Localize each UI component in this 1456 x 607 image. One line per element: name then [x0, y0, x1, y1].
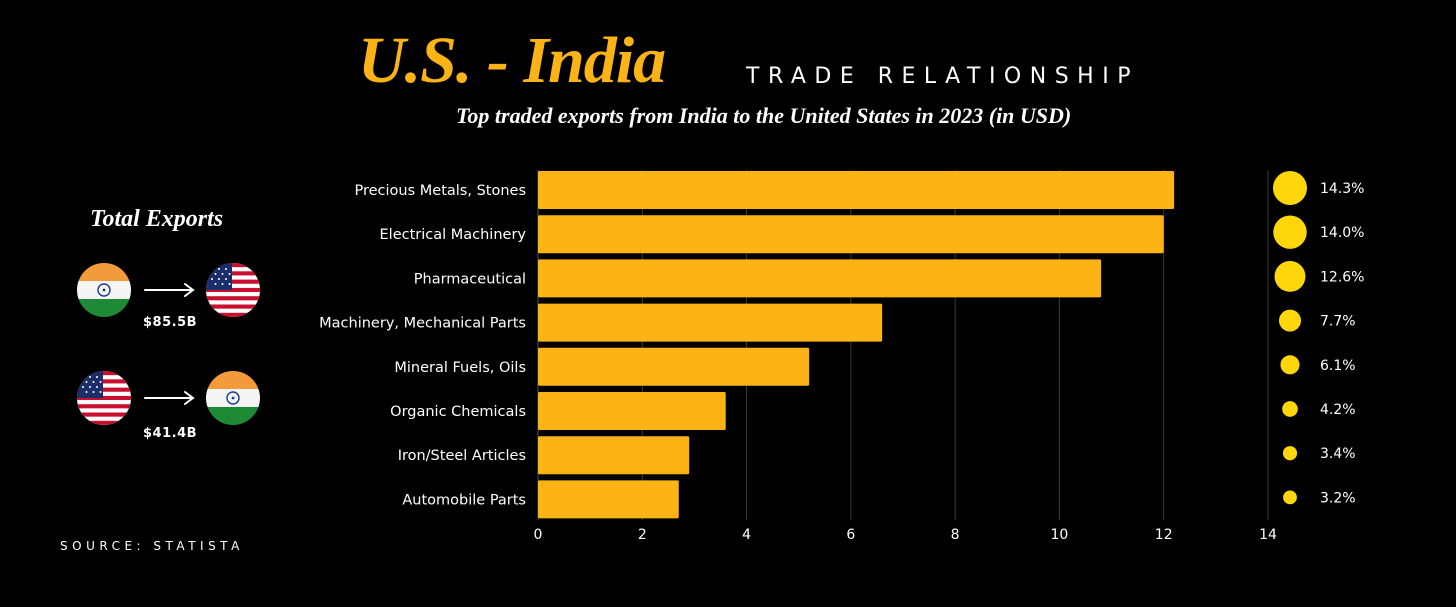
share-label: 3.4%	[1320, 446, 1356, 462]
india-flag-icon	[206, 371, 260, 425]
bar	[538, 480, 679, 519]
total-exports-title: Total Exports	[90, 206, 224, 232]
arrow-right-icon	[144, 283, 195, 297]
share-dot	[1273, 215, 1307, 249]
share-dot	[1279, 309, 1301, 332]
category-label: Iron/Steel Articles	[398, 448, 526, 464]
category-label: Organic Chemicals	[390, 404, 526, 420]
category-label: Machinery, Mechanical Parts	[319, 316, 526, 332]
share-dot	[1274, 260, 1306, 292]
bar	[538, 215, 1164, 254]
x-tick-label: 12	[1155, 527, 1173, 543]
bar	[538, 436, 690, 475]
x-tick-label: 6	[846, 527, 855, 543]
category-label: Precious Metals, Stones	[354, 183, 526, 199]
category-label: Mineral Fuels, Oils	[394, 360, 526, 376]
arrow-right-icon	[144, 391, 195, 405]
trade-relationship-caption: TRADE RELATIONSHIP	[746, 64, 1139, 89]
us-to-india-value: $41.4B	[143, 426, 198, 441]
share-dot	[1273, 171, 1307, 205]
share-dot	[1280, 355, 1300, 375]
category-label: Electrical Machinery	[380, 227, 527, 243]
share-label: 3.2%	[1320, 490, 1356, 506]
bar	[538, 303, 883, 342]
bar	[538, 259, 1102, 298]
category-label: Pharmaceutical	[414, 271, 526, 287]
x-tick-label: 10	[1051, 527, 1069, 543]
x-tick-label: 0	[534, 527, 543, 543]
share-label: 7.7%	[1320, 314, 1356, 330]
chart-title: U.S. - India	[358, 24, 666, 97]
x-tick-label: 8	[951, 527, 960, 543]
share-label: 12.6%	[1320, 269, 1364, 285]
share-label: 14.0%	[1320, 225, 1364, 241]
us-flag-icon	[77, 371, 131, 425]
share-label: 4.2%	[1320, 402, 1356, 418]
bar	[538, 171, 1175, 209]
us-flag-icon	[206, 263, 260, 317]
share-label: 6.1%	[1320, 358, 1356, 374]
india-flag-icon	[77, 263, 131, 317]
category-label: Automobile Parts	[402, 492, 526, 508]
share-dot	[1282, 401, 1298, 417]
bar	[538, 392, 726, 430]
x-tick-label: 2	[638, 527, 647, 543]
share-dot	[1283, 490, 1297, 505]
x-tick-label: 14	[1259, 527, 1277, 543]
bar	[538, 347, 810, 386]
x-tick-label: 4	[742, 527, 751, 543]
share-dot	[1282, 446, 1298, 461]
source-credit: SOURCE: STATISTA	[60, 539, 244, 553]
chart-subtitle: Top traded exports from India to the Uni…	[456, 103, 1072, 128]
export-flows	[0, 0, 300, 607]
share-label: 14.3%	[1320, 181, 1364, 197]
india-to-us-value: $85.5B	[143, 315, 198, 330]
